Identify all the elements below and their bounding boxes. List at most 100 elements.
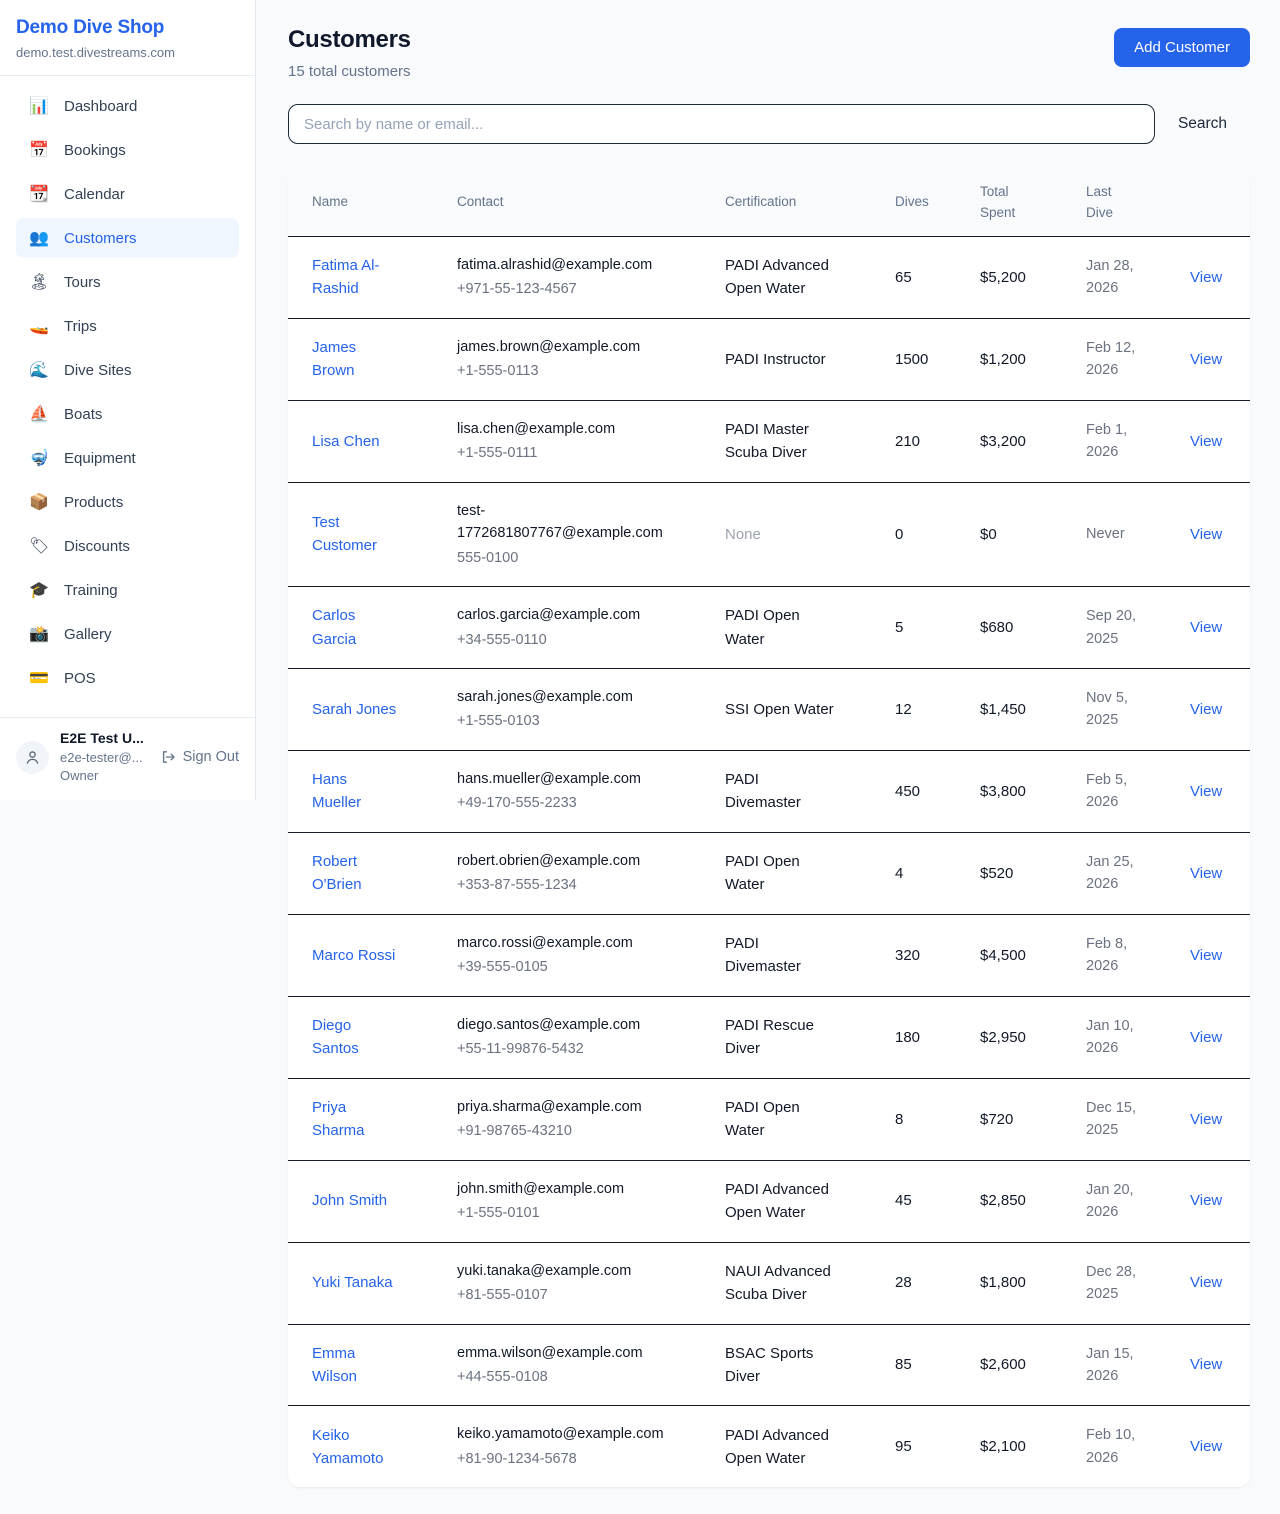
customer-email: hans.mueller@example.com (457, 770, 641, 787)
sidebar-item-label: Dashboard (64, 97, 138, 115)
customer-name-link[interactable]: Robert O'Brien (312, 853, 362, 894)
customer-name-link[interactable]: Keiko Yamamoto (312, 1426, 384, 1467)
customer-name-link[interactable]: Yuki Tanaka (312, 1274, 393, 1292)
customer-total-spent: $3,800 (980, 782, 1026, 800)
calendar-icon: 📆 (29, 186, 49, 203)
view-link[interactable]: View (1190, 864, 1223, 882)
discounts-icon: 🏷 (29, 538, 50, 555)
customer-name-link[interactable]: Marco Rossi (312, 946, 396, 964)
sidebar-item-label: Training (64, 581, 118, 599)
customer-phone: +49-170-555-2233 (457, 795, 577, 812)
view-link[interactable]: View (1190, 1438, 1223, 1456)
view-link[interactable]: View (1190, 1028, 1223, 1046)
customer-dives: 1500 (895, 350, 929, 368)
sidebar-item-equipment[interactable]: 🤿 Equipment (16, 438, 239, 478)
view-link[interactable]: View (1190, 268, 1223, 286)
customer-dives: 12 (895, 700, 912, 718)
view-link[interactable]: View (1190, 432, 1223, 450)
table-row: John Smith john.smith@example.com +1-555… (288, 1160, 1250, 1242)
table-row: Robert O'Brien robert.obrien@example.com… (288, 832, 1250, 914)
column-header-name: Name (288, 170, 433, 237)
sidebar-item-label: Dive Sites (64, 361, 132, 379)
customer-email: marco.rossi@example.com (457, 934, 633, 951)
view-link[interactable]: View (1190, 700, 1223, 718)
customer-dives: 5 (895, 618, 904, 636)
customer-total-spent: $520 (980, 864, 1014, 882)
customers-icon: 👥 (29, 230, 49, 247)
search-input[interactable] (288, 104, 1155, 144)
view-link[interactable]: View (1190, 946, 1223, 964)
customer-name-link[interactable]: James Brown (312, 339, 357, 380)
view-link[interactable]: View (1190, 782, 1223, 800)
sidebar-item-products[interactable]: 📦 Products (16, 482, 239, 522)
sidebar-item-trips[interactable]: 🚤 Trips (16, 306, 239, 346)
customer-dives: 0 (895, 525, 904, 543)
customer-dives: 450 (895, 782, 921, 800)
customer-name-link[interactable]: Emma Wilson (312, 1344, 358, 1385)
sidebar-item-customers[interactable]: 👥 Customers (16, 218, 239, 258)
customer-certification: PADI Open Water (725, 607, 800, 648)
sidebar-item-calendar[interactable]: 📆 Calendar (16, 174, 239, 214)
customer-phone: +34-555-0110 (457, 631, 547, 648)
customer-name-link[interactable]: Diego Santos (312, 1016, 359, 1058)
sidebar-item-pos[interactable]: 💳 POS (16, 658, 239, 698)
sidebar-item-dashboard[interactable]: 📊 Dashboard (16, 86, 239, 126)
sidebar-item-discounts[interactable]: 🏷 Discounts (16, 526, 239, 566)
table-row: Diego Santos diego.santos@example.com +5… (288, 996, 1250, 1078)
customer-name-link[interactable]: John Smith (312, 1192, 388, 1210)
customer-name-link[interactable]: Sarah Jones (312, 700, 397, 718)
table-row: Keiko Yamamoto keiko.yamamoto@example.co… (288, 1405, 1250, 1487)
customer-name-link[interactable]: Hans Mueller (312, 771, 362, 812)
sidebar-item-gallery[interactable]: 📸 Gallery (16, 614, 239, 654)
sidebar-item-bookings[interactable]: 📅 Bookings (16, 130, 239, 170)
customer-certification: PADI Rescue Diver (725, 1016, 814, 1058)
page-title: Customers (288, 26, 411, 53)
customer-name-link[interactable]: Priya Sharma (312, 1098, 365, 1140)
column-header-actions (1166, 170, 1250, 237)
sign-out-button[interactable]: Sign Out (160, 749, 239, 765)
customer-certification: PADI Open Water (725, 1098, 800, 1140)
boats-icon: ⛵ (29, 406, 49, 423)
customer-phone: +55-11-99876-5432 (457, 1041, 584, 1058)
add-customer-button[interactable]: Add Customer (1114, 28, 1250, 67)
view-link[interactable]: View (1190, 618, 1223, 636)
customer-email: keiko.yamamoto@example.com (457, 1426, 664, 1443)
customer-last-dive: Feb 8, 2026 (1086, 935, 1128, 975)
customer-dives: 210 (895, 432, 921, 450)
customer-last-dive: Never (1086, 526, 1125, 543)
view-link[interactable]: View (1190, 1110, 1223, 1128)
customer-total-spent: $1,800 (980, 1274, 1026, 1292)
view-link[interactable]: View (1190, 1192, 1223, 1210)
customer-name-link[interactable]: Carlos Garcia (312, 607, 357, 648)
customer-email: test-1772681807767@example.com (457, 502, 663, 542)
sidebar-item-label: POS (64, 669, 96, 687)
customer-certification: PADI Advanced Open Water (725, 257, 829, 298)
sidebar-item-boats[interactable]: ⛵ Boats (16, 394, 239, 434)
customer-name-link[interactable]: Test Customer (312, 514, 378, 555)
customer-dives: 85 (895, 1356, 912, 1374)
customer-phone: +91-98765-43210 (457, 1123, 572, 1140)
customer-phone: +971-55-123-4567 (457, 281, 577, 298)
customer-last-dive: Feb 1, 2026 (1086, 421, 1128, 461)
page-header: Customers 15 total customers Add Custome… (288, 26, 1250, 80)
table-row: Test Customer test-1772681807767@example… (288, 482, 1250, 586)
search-button[interactable]: Search (1155, 115, 1250, 133)
user-info: E2E Test U... e2e-tester@... Owner (60, 730, 144, 784)
customer-name-link[interactable]: Fatima Al-Rashid (312, 257, 380, 298)
customer-name-link[interactable]: Lisa Chen (312, 432, 380, 450)
search-bar: Search (288, 104, 1250, 144)
sidebar-item-dive-sites[interactable]: 🌊 Dive Sites (16, 350, 239, 390)
customer-total-spent: $1,200 (980, 350, 1026, 368)
table-row: Fatima Al-Rashid fatima.alrashid@example… (288, 236, 1250, 318)
view-link[interactable]: View (1190, 1356, 1223, 1374)
customer-dives: 95 (895, 1438, 912, 1456)
sidebar-item-tours[interactable]: 🏝 Tours (16, 262, 239, 302)
view-link[interactable]: View (1190, 525, 1223, 543)
dashboard-icon: 📊 (29, 98, 49, 115)
sidebar-item-training[interactable]: 🎓 Training (16, 570, 239, 610)
customer-phone: +81-90-1234-5678 (457, 1450, 577, 1467)
customers-table-card: Name Contact Certification Dives Total Spent… (288, 170, 1250, 1488)
view-link[interactable]: View (1190, 350, 1223, 368)
brand-title[interactable]: Demo Dive Shop (16, 17, 165, 38)
view-link[interactable]: View (1190, 1274, 1223, 1292)
